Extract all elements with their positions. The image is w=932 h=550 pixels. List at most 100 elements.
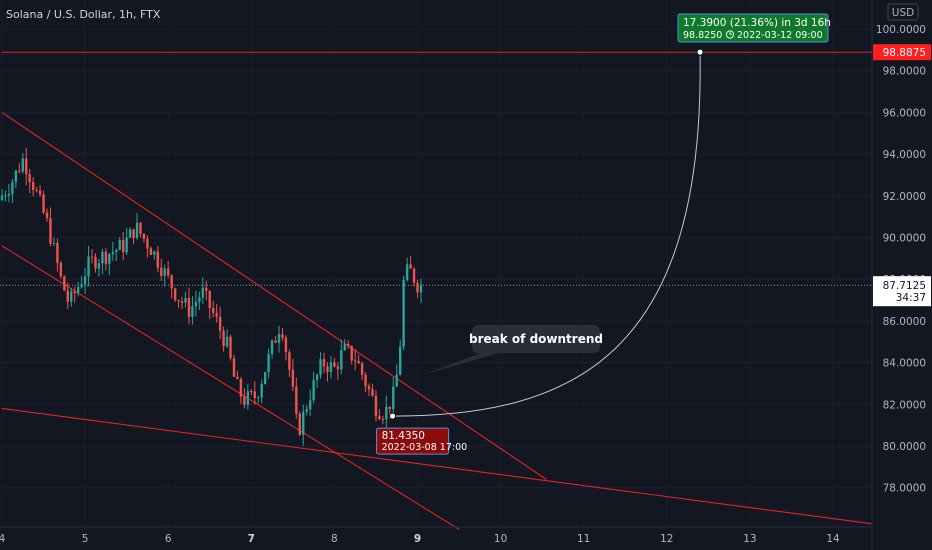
candle-body xyxy=(135,222,139,239)
candle-body xyxy=(76,287,80,294)
candle-body xyxy=(392,386,395,410)
candle-body xyxy=(232,358,236,377)
candle-body xyxy=(73,291,76,294)
candle-body xyxy=(378,416,381,420)
candle-body xyxy=(305,409,308,412)
candle-body xyxy=(419,284,423,293)
time-tick-label: 5 xyxy=(82,533,89,545)
projection-curve[interactable] xyxy=(392,52,701,417)
price-axis[interactable]: USD78.000080.000082.000084.000086.000088… xyxy=(871,0,932,550)
candle-body xyxy=(402,279,405,347)
candle-body xyxy=(315,374,319,380)
candle-body xyxy=(94,256,97,269)
projection-label[interactable] xyxy=(677,13,829,43)
candle-body xyxy=(236,376,239,379)
candle-body xyxy=(128,229,132,238)
target-level-badge[interactable] xyxy=(873,44,931,61)
candle-body xyxy=(35,190,38,192)
candle-body xyxy=(326,366,329,373)
candle-body xyxy=(167,268,170,276)
price-tick-label: 90.0000 xyxy=(883,233,926,245)
candle-body xyxy=(405,264,409,280)
candle-body xyxy=(160,267,163,276)
time-tick-label: 11 xyxy=(577,533,590,545)
time-tick-label: 6 xyxy=(165,533,172,545)
candle-body xyxy=(156,251,160,268)
target-point-marker[interactable] xyxy=(696,48,704,56)
projection-change: 17.3900 (21.36%) in 3d 16h xyxy=(683,17,831,29)
candle-body xyxy=(291,369,295,387)
candle-body xyxy=(215,312,218,317)
candle-body xyxy=(350,346,353,361)
clock-icon-face xyxy=(725,30,735,39)
candle-body xyxy=(0,195,4,200)
candle-body xyxy=(288,352,291,370)
price-axis-panel xyxy=(872,0,932,527)
candle-body xyxy=(63,276,66,291)
candle-body xyxy=(191,306,194,317)
candle-body xyxy=(125,237,128,253)
candle-body xyxy=(319,359,322,375)
candle-body xyxy=(298,413,301,435)
candle-body xyxy=(194,301,198,307)
candle-body xyxy=(260,383,263,398)
candle-body xyxy=(381,419,385,421)
candle-body xyxy=(336,366,340,370)
price-tick-label: 96.0000 xyxy=(883,107,926,119)
callout-bubble[interactable] xyxy=(472,325,600,353)
candle-body xyxy=(267,353,270,373)
candle-body xyxy=(4,195,7,197)
candle-body xyxy=(367,386,371,390)
low-point-marker[interactable] xyxy=(389,412,397,420)
price-tick-label: 92.0000 xyxy=(883,191,926,203)
candle-body xyxy=(42,194,45,213)
candle-body xyxy=(97,263,101,269)
candle-body xyxy=(52,243,56,245)
candle-body xyxy=(302,411,305,435)
candle-body xyxy=(412,268,416,283)
low-point-time: 2022-03-08 17:00 xyxy=(382,442,468,453)
candle-body xyxy=(225,336,229,347)
currency-badge[interactable] xyxy=(887,3,919,21)
candle-body xyxy=(87,256,90,277)
time-tick-label: 8 xyxy=(331,533,338,545)
candle-body xyxy=(18,170,21,172)
candle-body xyxy=(118,240,121,250)
candle-body xyxy=(343,344,346,351)
candle-body xyxy=(243,396,246,405)
callout-pointer xyxy=(421,351,506,376)
candle-body xyxy=(21,158,24,172)
low-point-price: 81.4350 xyxy=(382,430,425,442)
candle-body xyxy=(146,238,149,249)
low-point-label[interactable] xyxy=(376,427,450,455)
time-tick-label: 14 xyxy=(826,533,840,545)
candle-body xyxy=(250,391,253,393)
candle-body xyxy=(312,379,315,401)
time-tick-label: 12 xyxy=(660,533,673,545)
projection-target-time: 2022-03-12 09:00 xyxy=(737,30,823,41)
candle-body xyxy=(121,240,125,253)
time-axis[interactable]: 4 5 6 7 8 9 10 11 12 13 14 xyxy=(0,526,872,545)
candle-body xyxy=(187,297,191,317)
candle-body xyxy=(340,350,343,370)
trend-line[interactable] xyxy=(1,111,547,480)
candle-body xyxy=(38,190,42,195)
candle-body xyxy=(31,182,35,191)
candle-body xyxy=(229,336,232,359)
candle-body xyxy=(357,360,360,364)
candle-body xyxy=(170,275,173,289)
candle-body xyxy=(257,397,260,399)
candle-body xyxy=(49,218,52,244)
current-price-badge[interactable] xyxy=(873,276,931,307)
candle-body xyxy=(7,193,11,196)
candle-body xyxy=(295,386,298,414)
time-tick-label: 4 xyxy=(0,533,6,545)
candle-body xyxy=(173,288,177,300)
candle-body xyxy=(184,297,187,303)
candle-body xyxy=(180,301,184,303)
projection-target-price: 98.8250 xyxy=(683,30,722,41)
trend-line[interactable] xyxy=(1,407,883,526)
